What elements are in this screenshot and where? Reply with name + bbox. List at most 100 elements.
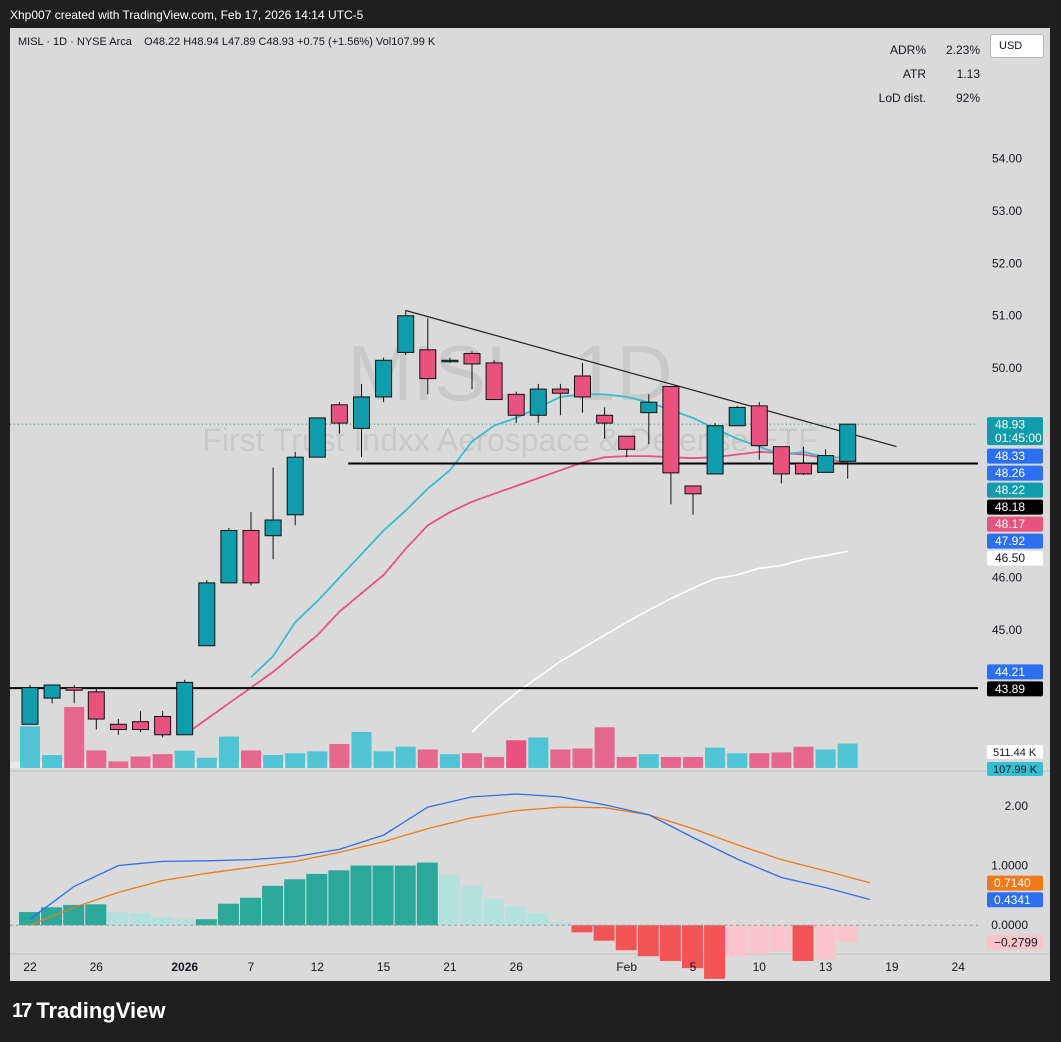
volume-bar: [218, 736, 239, 768]
candle-body: [176, 681, 194, 736]
watermark-name: First Trust Indxx Aerospace & Defense ET…: [202, 422, 817, 458]
macd-line: [29, 793, 870, 920]
candle: [817, 449, 835, 473]
volume-bar: [771, 752, 792, 768]
volume-bar: [196, 757, 217, 768]
price-axis-tick: 53.00: [992, 204, 1022, 218]
volume-bar: [373, 751, 394, 768]
volume-bar: [174, 750, 195, 768]
candle-body: [839, 423, 857, 462]
candle-body: [242, 529, 260, 584]
candle: [87, 687, 105, 730]
macd-hist-bar: [637, 925, 659, 957]
volume-bar: [793, 746, 814, 768]
price-label-text: 48.22: [995, 483, 1025, 497]
stats-table: ADR% 2.23% ATR 1.13 LoD dist. 92%: [868, 38, 980, 110]
symbol-info[interactable]: MISL · 1D · NYSE Arca: [18, 36, 132, 48]
stat-value: 1.13: [956, 67, 980, 81]
volume-bar: [638, 754, 659, 768]
macd-hist-bar: [129, 913, 151, 926]
volume-bar: [351, 731, 372, 768]
price-axis-label: 48.33: [987, 448, 1043, 464]
chart-panel[interactable]: MISL, 1D First Trust Indxx Aerospace & De…: [10, 28, 1050, 981]
price-axis-tick: 54.00: [992, 152, 1022, 166]
price-axis-label: 47.92: [987, 533, 1043, 549]
candle: [176, 679, 194, 736]
price-label-bg: [987, 681, 1043, 697]
macd-label-bg: [987, 934, 1043, 950]
stat-label: ATR: [902, 67, 926, 81]
candle: [242, 512, 260, 586]
price-axis-tick: 51.00: [992, 309, 1022, 323]
time-axis-tick: 7: [248, 960, 255, 974]
candle: [463, 351, 481, 390]
volume-bar: [550, 749, 571, 768]
volume-bar: [616, 756, 637, 768]
macd-hist-bar: [748, 925, 770, 954]
volume-bar: [594, 727, 615, 768]
price-label-text: 46.50: [995, 551, 1025, 565]
candle: [353, 383, 370, 458]
candle: [308, 417, 326, 458]
price-axis-label: 46.50: [987, 550, 1043, 566]
candle-body: [220, 529, 238, 584]
candle-body: [463, 352, 481, 365]
price-label-bg: [987, 482, 1043, 498]
candle-body: [43, 684, 61, 699]
candle: [132, 711, 149, 733]
volume-bar: [263, 755, 284, 768]
candle-body: [772, 446, 790, 475]
time-axis-tick: 22: [23, 960, 37, 974]
time-axis-tick: 5: [690, 960, 697, 974]
macd-hist-bar: [240, 897, 261, 926]
candle-body: [795, 462, 812, 475]
time-axis-tick: 26: [510, 960, 524, 974]
volume-label-bg: [987, 745, 1043, 759]
volume-bar: [20, 726, 40, 768]
volume-bar: [241, 750, 261, 768]
macd-label-text: 0.4341: [994, 893, 1031, 907]
macd-hist-bar: [483, 898, 505, 926]
macd-hist-bar: [659, 925, 681, 961]
candle-body: [154, 715, 172, 736]
candle: [618, 435, 636, 458]
price-axis-tick: 50.00: [992, 361, 1022, 375]
tradingview-logo[interactable]: 17 TradingView: [12, 998, 165, 1024]
macd-hist-bar: [372, 865, 394, 926]
volume-bar: [42, 755, 63, 768]
price-axis-tick: 45.00: [992, 623, 1022, 637]
stat-atr: ATR 1.13: [868, 62, 980, 86]
time-axis-tick: 24: [952, 960, 966, 974]
candle-body: [308, 417, 326, 458]
candle-body: [132, 721, 149, 731]
candle-body: [87, 691, 105, 720]
candle-body: [596, 414, 614, 424]
stat-value: 92%: [955, 91, 980, 105]
candle: [485, 360, 503, 401]
macd-hist-bar: [461, 885, 482, 926]
volume-bar: [285, 753, 306, 768]
macd-axis-label: −0.2799: [987, 934, 1043, 950]
macd-hist-bar: [416, 862, 438, 926]
price-label-bg: [987, 533, 1043, 549]
currency-button[interactable]: USD: [990, 34, 1044, 58]
price-label-bg: [987, 550, 1043, 566]
price-axis-label: 48.18: [987, 499, 1043, 515]
price-label-countdown: 01:45:00: [995, 431, 1042, 445]
volume-bar: [484, 756, 505, 768]
candle: [772, 446, 790, 484]
time-axis-tick: 21: [443, 960, 457, 974]
price-axis-label: 43.89: [987, 681, 1043, 697]
candle: [684, 485, 702, 515]
volume-bar: [329, 743, 350, 768]
volume-label-bg: [987, 762, 1043, 776]
macd-hist-bar: [438, 874, 460, 926]
macd-hist-bar: [726, 925, 748, 957]
price-label-bg: [987, 516, 1043, 532]
candle-body: [109, 723, 127, 731]
macd-label-bg: [987, 875, 1043, 891]
candle-body: [551, 388, 569, 394]
volume-bar: [727, 753, 748, 768]
macd-hist-bar: [328, 870, 350, 926]
